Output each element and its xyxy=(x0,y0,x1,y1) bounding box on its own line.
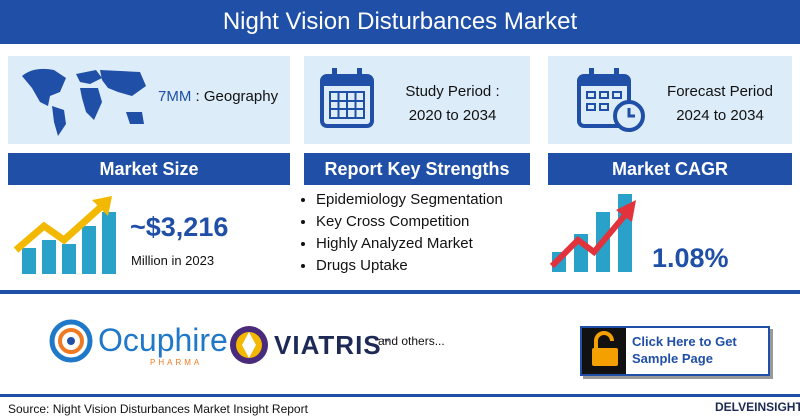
calendar-clock-icon xyxy=(577,68,645,132)
ocuphire-logo xyxy=(49,319,93,363)
header-bar xyxy=(0,0,800,44)
trademark: ™ xyxy=(381,337,391,347)
strength-item: Drugs Uptake xyxy=(316,255,503,277)
viatris-logo xyxy=(230,326,268,364)
strength-item: Highly Analyzed Market xyxy=(316,233,503,255)
cagr-icon xyxy=(549,194,636,272)
strength-item: Key Cross Competition xyxy=(316,211,503,233)
others: and others... xyxy=(378,334,445,348)
brand: DELVEINSIGHT xyxy=(715,400,800,414)
divider xyxy=(0,394,800,397)
strengths-label: Report Key Strengths xyxy=(304,153,530,185)
divider xyxy=(0,290,800,294)
ocuphire-name: Ocuphire xyxy=(98,322,228,358)
forecast-text: Forecast Period 2024 to 2034 xyxy=(655,80,785,128)
ocuphire-sub: PHARMA xyxy=(150,358,203,367)
market-size-note: Million in 2023 xyxy=(131,253,215,268)
world-map-icon xyxy=(22,68,146,136)
geography-code: 7MM xyxy=(158,88,192,105)
growth-icon xyxy=(13,196,116,274)
strength-item: Epidemiology Segmentation xyxy=(316,189,503,211)
viatris-text: VIATRIS xyxy=(274,330,382,360)
study-value: 2020 to 2034 xyxy=(408,107,497,124)
cta-text[interactable]: Click Here to Get Sample Page xyxy=(632,334,737,366)
geography-label: : Geography xyxy=(195,88,279,105)
calendar-icon xyxy=(320,68,374,128)
market-size-label: Market Size xyxy=(8,153,290,185)
forecast-box xyxy=(548,56,792,144)
study-label: Study Period : xyxy=(405,83,500,100)
study-text: Study Period : 2020 to 2034 xyxy=(385,80,520,128)
forecast-value: 2024 to 2034 xyxy=(676,107,764,124)
cagr-label: Market CAGR xyxy=(548,153,792,185)
forecast-label: Forecast Period xyxy=(667,83,773,100)
geography-box xyxy=(8,56,290,144)
market-size-value: ~$3,216 xyxy=(130,212,229,242)
viatris-name: VIATRIS™ xyxy=(274,330,391,361)
cagr-value: 1.08% xyxy=(652,243,729,273)
geography-text: 7MM : Geography xyxy=(158,88,278,105)
lock-icon xyxy=(592,331,618,366)
strengths-list: Epidemiology SegmentationKey Cross Compe… xyxy=(296,189,503,277)
source: Source: Night Vision Disturbances Market… xyxy=(8,402,308,416)
title: Night Vision Disturbances Market xyxy=(222,8,578,35)
